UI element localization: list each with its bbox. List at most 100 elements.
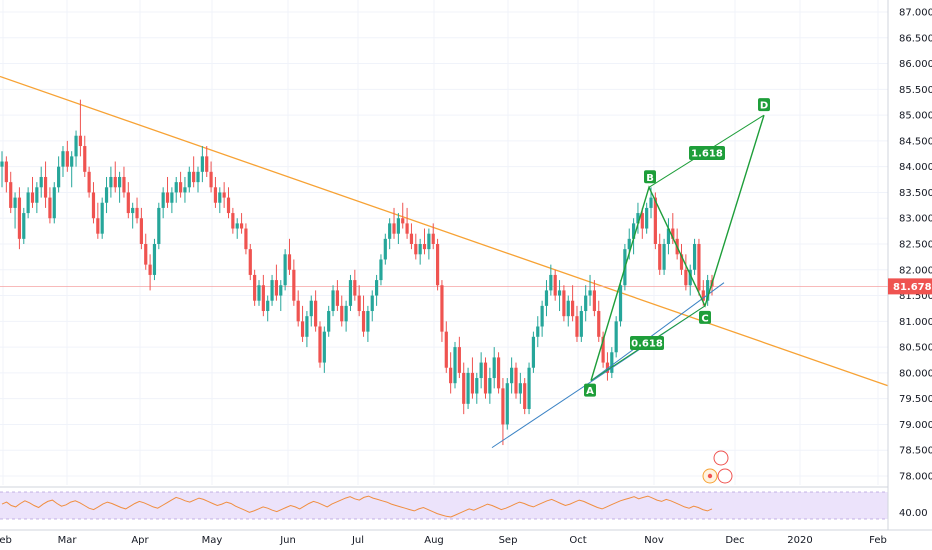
candle-body — [87, 171, 91, 193]
candle-body — [383, 238, 387, 260]
y-tick-label: 83.000 — [899, 214, 932, 225]
candle-body — [196, 171, 200, 183]
x-tick-label: Oct — [569, 535, 586, 546]
candle-body — [91, 192, 96, 219]
last-price-tag — [888, 278, 932, 295]
candle-body — [527, 367, 531, 409]
candle-body — [396, 218, 400, 234]
x-tick-label: Feb — [869, 535, 887, 546]
x-tick-label: Aug — [424, 535, 444, 546]
candle-body — [70, 156, 74, 167]
candle-body — [427, 233, 431, 250]
candle-body — [540, 305, 544, 327]
event-flag-icon — [713, 450, 729, 466]
candle-body — [253, 274, 257, 301]
candle-body — [4, 161, 8, 183]
candle-body — [414, 244, 418, 255]
y-tick-label: 79.500 — [899, 394, 932, 405]
candle-body — [261, 285, 265, 312]
candle-body — [296, 300, 300, 322]
y-tick-label: 86.500 — [899, 33, 932, 44]
candle-body — [518, 383, 522, 394]
pattern-legs — [590, 114, 765, 381]
candle-body — [35, 187, 39, 203]
candle-body — [645, 207, 649, 229]
candle-body — [139, 218, 143, 244]
candle-body — [492, 357, 496, 379]
candle-body — [457, 347, 461, 373]
pattern-point-badge — [644, 170, 656, 184]
candle-body — [178, 182, 183, 193]
candle-body — [470, 372, 475, 394]
candle-body — [83, 146, 87, 172]
candle-body — [96, 218, 100, 234]
y-tick-label: 85.000 — [899, 111, 932, 122]
candle-body — [43, 176, 48, 198]
candle-body — [496, 357, 501, 389]
candle-body — [26, 192, 30, 214]
candle-body — [305, 316, 309, 337]
x-tick-label: May — [202, 535, 223, 546]
candle-body — [157, 207, 161, 244]
candle-body — [466, 372, 470, 404]
y-tick-label: 80.500 — [899, 343, 932, 354]
candle-body — [431, 233, 435, 244]
candle-body — [479, 362, 483, 379]
candle-body — [435, 244, 440, 286]
candle-body — [510, 367, 514, 384]
candle-body — [409, 233, 414, 244]
candle-body — [658, 244, 662, 270]
candle-body — [614, 321, 618, 353]
candle-body — [405, 223, 409, 234]
candle-body — [357, 295, 361, 312]
y-tick-label: 82.500 — [899, 240, 932, 251]
candle-body — [135, 207, 139, 219]
candle-body — [235, 223, 239, 229]
candle-body — [444, 331, 448, 368]
candle-body — [418, 244, 422, 255]
descending-trendline — [0, 75, 889, 387]
candle-body — [318, 326, 322, 363]
grid-lines — [0, 0, 888, 485]
candle-body — [248, 249, 252, 275]
candle-body — [348, 280, 353, 306]
candle-body — [309, 300, 313, 317]
y-tick-label: 87.000 — [899, 8, 932, 19]
candle-body — [557, 290, 562, 296]
candle-body — [679, 254, 684, 270]
candle-body — [531, 336, 536, 368]
y-tick-label: 81.500 — [899, 291, 932, 302]
candle-body — [231, 213, 235, 229]
x-tick-label: Jun — [279, 535, 296, 546]
pattern-point-badge — [699, 310, 711, 324]
candle-body — [287, 254, 292, 270]
candle-body — [688, 269, 692, 286]
y-tick-label: 78.000 — [899, 472, 932, 483]
candle-body — [17, 197, 22, 239]
candle-body — [697, 244, 701, 291]
fib-ratio-label: 1.618 — [691, 149, 723, 160]
candle-body — [440, 285, 444, 332]
candle-body — [257, 285, 261, 301]
candle-body — [553, 274, 557, 296]
candle-body — [523, 383, 527, 409]
candle-body — [61, 151, 65, 167]
candle-body — [109, 176, 113, 188]
candle-body — [279, 285, 283, 296]
candle-body — [39, 176, 43, 188]
candle-body — [292, 269, 296, 301]
candle-body — [370, 295, 374, 312]
last-price-label: 81.678 — [893, 282, 932, 293]
candle-body — [671, 228, 675, 239]
candle-body — [701, 290, 705, 301]
y-tick-label: 84.500 — [899, 136, 932, 147]
candle-body — [592, 290, 596, 312]
pattern-point-badge — [758, 98, 770, 112]
x-tick-label: 2020 — [787, 535, 812, 546]
candle-body — [601, 336, 605, 363]
candle-body — [366, 311, 370, 332]
candle-body — [571, 300, 575, 317]
candle-body — [449, 367, 453, 384]
